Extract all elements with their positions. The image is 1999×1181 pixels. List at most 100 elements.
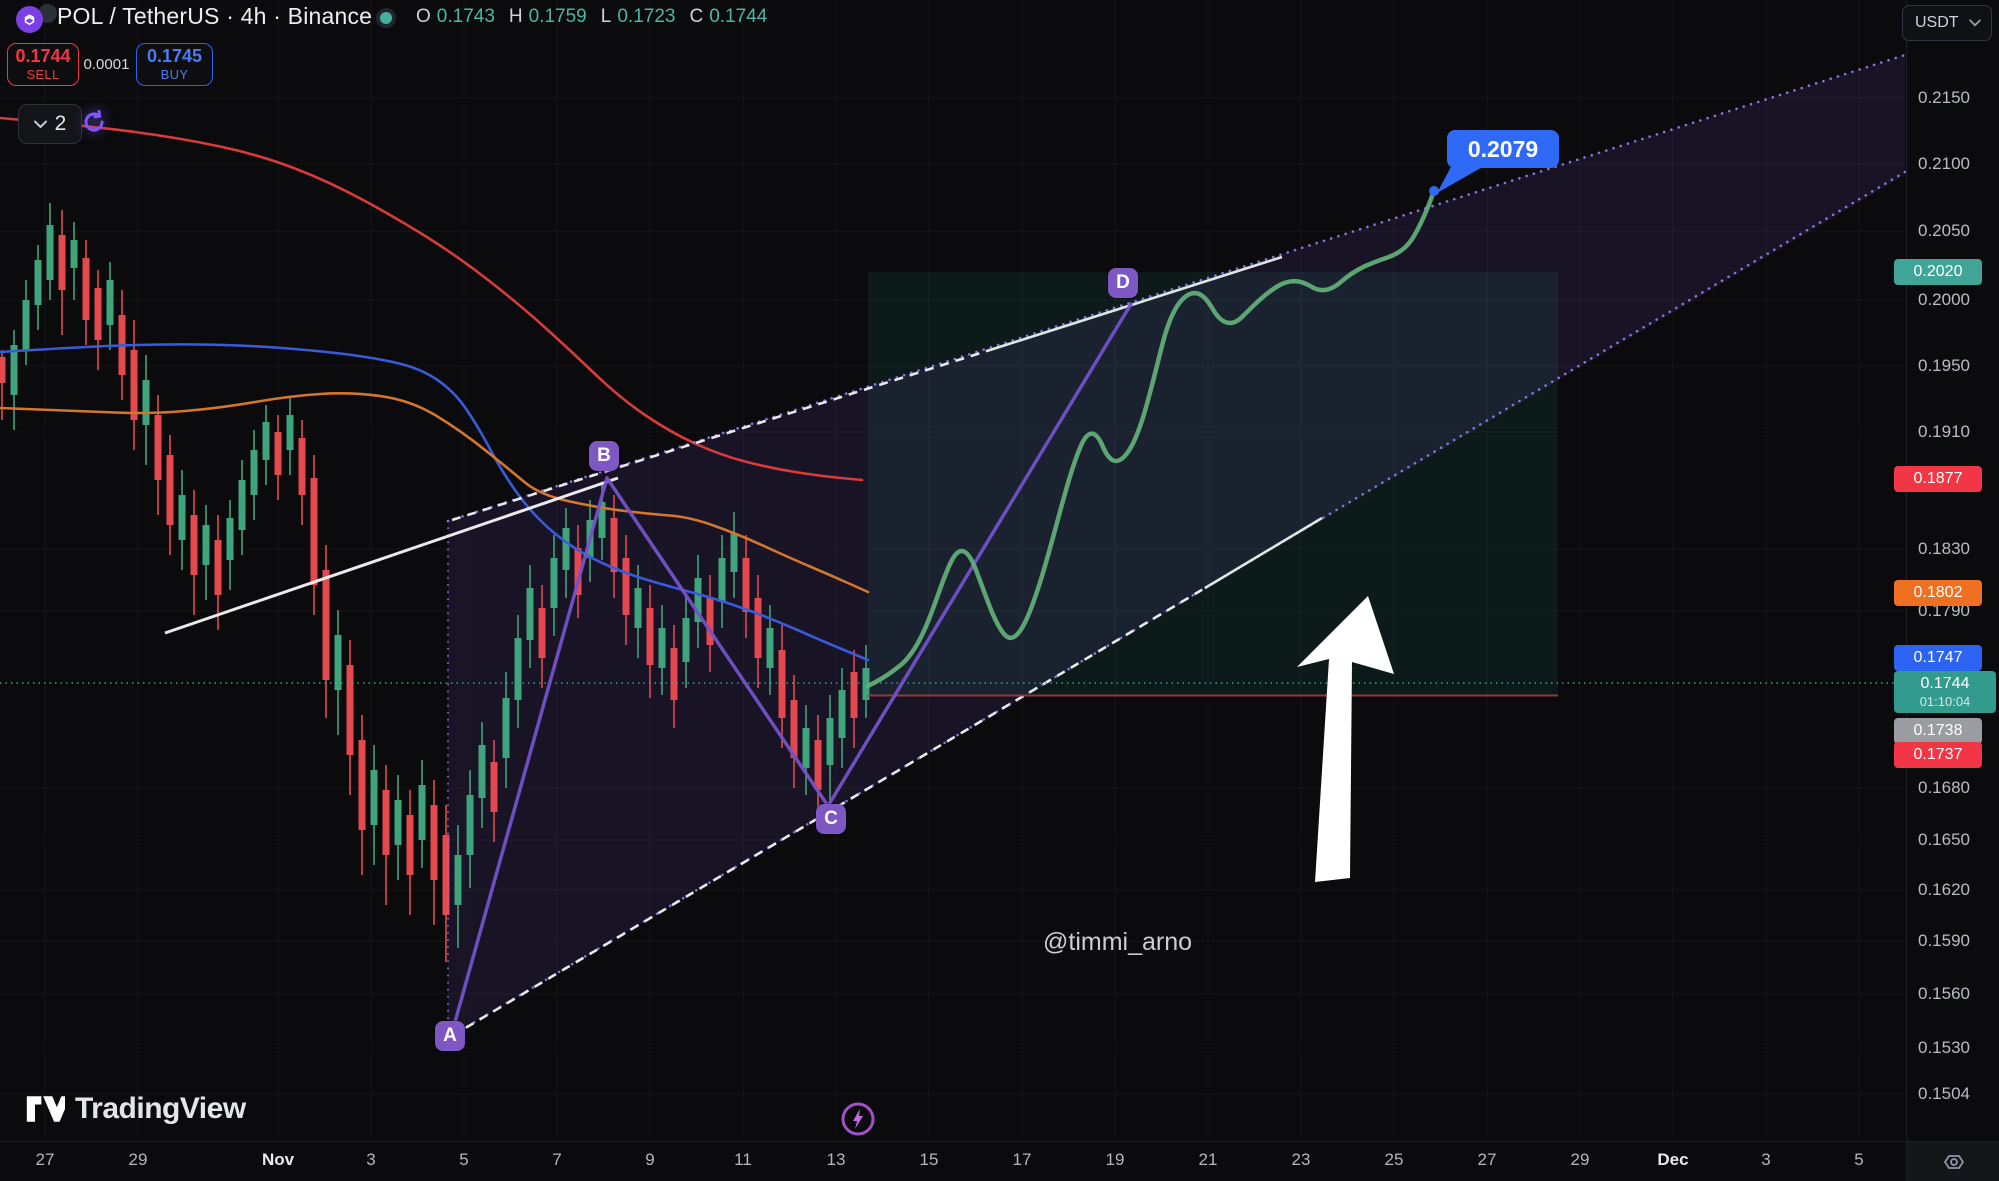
channel-fill[interactable] (448, 55, 1905, 1038)
time-tick: Nov (261, 1150, 295, 1169)
candle-body (214, 540, 222, 595)
price-badge: 0.1738 (1894, 718, 1982, 744)
pattern-marker-c[interactable]: C (816, 804, 846, 834)
bar-countdown: 01:10:04 (1919, 694, 1971, 709)
gear-icon (1943, 1155, 1964, 1169)
currency-selector[interactable]: USDT (1902, 5, 1992, 41)
candle-body (598, 502, 606, 538)
sync-refresh-icon[interactable] (80, 108, 108, 136)
time-tick: 5 (1854, 1150, 1864, 1169)
candle-body (406, 815, 414, 875)
candle-body (850, 672, 858, 718)
candle-body (34, 260, 42, 305)
candle-body (370, 770, 378, 825)
candle-body (622, 558, 630, 615)
candle-body (646, 608, 654, 665)
candle-body (358, 740, 366, 830)
candle-body (166, 455, 174, 525)
candle-body (538, 608, 546, 658)
candle-body (826, 718, 834, 765)
candle-body (106, 280, 114, 325)
author-watermark: @timmi_arno (1043, 928, 1193, 956)
close-value: 0.1744 (709, 6, 768, 27)
arrow-drawing[interactable] (1297, 596, 1394, 882)
time-tick: 29 (128, 1150, 148, 1169)
candle-body (142, 380, 150, 425)
candle-body (670, 648, 678, 700)
price-tick: 0.1680 (1918, 778, 1970, 797)
time-tick: 29 (1570, 1150, 1590, 1169)
channel-upper-solid[interactable] (989, 255, 1283, 352)
candle-body (10, 345, 18, 395)
candle-body (82, 258, 90, 320)
candle-body (694, 578, 702, 622)
candle-body (250, 450, 258, 495)
pattern-line[interactable] (826, 302, 1133, 808)
candle-body (802, 728, 810, 768)
indicator-count: 2 (54, 112, 67, 135)
projection-end-dot (1429, 186, 1439, 196)
candle-body (862, 668, 870, 700)
sell-label: SELL (26, 67, 60, 83)
tradingview-logo[interactable]: TradingView (25, 1092, 246, 1126)
candle-body (22, 300, 30, 350)
symbol-title[interactable]: POL / TetherUS · 4h · Binance (57, 3, 373, 29)
pattern-line[interactable] (605, 476, 830, 808)
candle-body (178, 495, 186, 540)
candle-body (382, 790, 390, 855)
channel-upper-dashed[interactable] (451, 348, 991, 522)
spread-value: 0.0001 (83, 56, 130, 73)
candle-body (838, 690, 846, 738)
price-badge: 0.1747 (1894, 645, 1982, 671)
pattern-marker-a[interactable]: A (435, 1021, 465, 1051)
time-tick: 25 (1384, 1150, 1404, 1169)
indicator-count-pill[interactable]: 2 (18, 104, 82, 144)
candle-body (766, 628, 774, 668)
chevron-down-icon (33, 120, 47, 128)
symbol-pair-icon (10, 3, 57, 33)
timezone-settings-button[interactable] (1906, 1141, 1999, 1181)
left-trendline[interactable] (164, 476, 619, 635)
candle-body (262, 422, 270, 460)
time-axis[interactable]: 27 29 Nov 3 5 7 9 11 13 15 17 19 21 23 25 27 29 Dec 3 5 (0, 1141, 1905, 1181)
candle-body (190, 515, 198, 575)
buy-price: 0.1745 (146, 46, 203, 67)
candle-body (430, 805, 438, 880)
pol-coin-icon (16, 6, 43, 33)
time-tick: 27 (35, 1150, 55, 1169)
ma-orange[interactable] (0, 392, 870, 594)
time-tick: 13 (826, 1150, 846, 1169)
pattern-marker-b[interactable]: B (589, 441, 619, 471)
price-axis[interactable]: 0.2150 0.2100 0.2050 0.2000 0.1950 0.1910 0.18… (1894, 0, 1999, 1141)
low-value: 0.1723 (617, 6, 676, 27)
pattern-line[interactable] (453, 476, 609, 1024)
price-tick: 0.2000 (1918, 290, 1970, 309)
ma-red[interactable] (0, 116, 864, 482)
candle-body (70, 240, 78, 268)
candle-body (706, 598, 714, 645)
candle-body (130, 350, 138, 420)
time-tick: 27 (1477, 1150, 1497, 1169)
price-target-callout[interactable]: 0.2079 (1447, 130, 1559, 168)
currency-label: USDT (1915, 14, 1959, 31)
time-tick: 7 (552, 1150, 562, 1169)
lightning-button[interactable] (840, 1101, 876, 1137)
target-box[interactable] (868, 272, 1558, 695)
candle-body (274, 432, 282, 475)
candle-body (46, 225, 54, 280)
candle-body (466, 795, 474, 855)
time-tick: 3 (366, 1150, 376, 1169)
price-badge: 0.1802 (1894, 580, 1982, 606)
price-tick: 0.1620 (1918, 880, 1970, 899)
pattern-marker-d[interactable]: D (1108, 268, 1138, 298)
sell-button[interactable]: 0.1744 SELL (7, 43, 79, 86)
candle-body (814, 740, 822, 790)
price-tick: 0.2050 (1918, 221, 1970, 240)
projection-path[interactable] (865, 190, 1436, 689)
price-badge: 0.1744 01:10:04 (1894, 671, 1996, 713)
candle-body (754, 598, 762, 658)
buy-button[interactable]: 0.1745 BUY (136, 43, 213, 86)
channel-lower-solid[interactable] (1204, 516, 1323, 590)
